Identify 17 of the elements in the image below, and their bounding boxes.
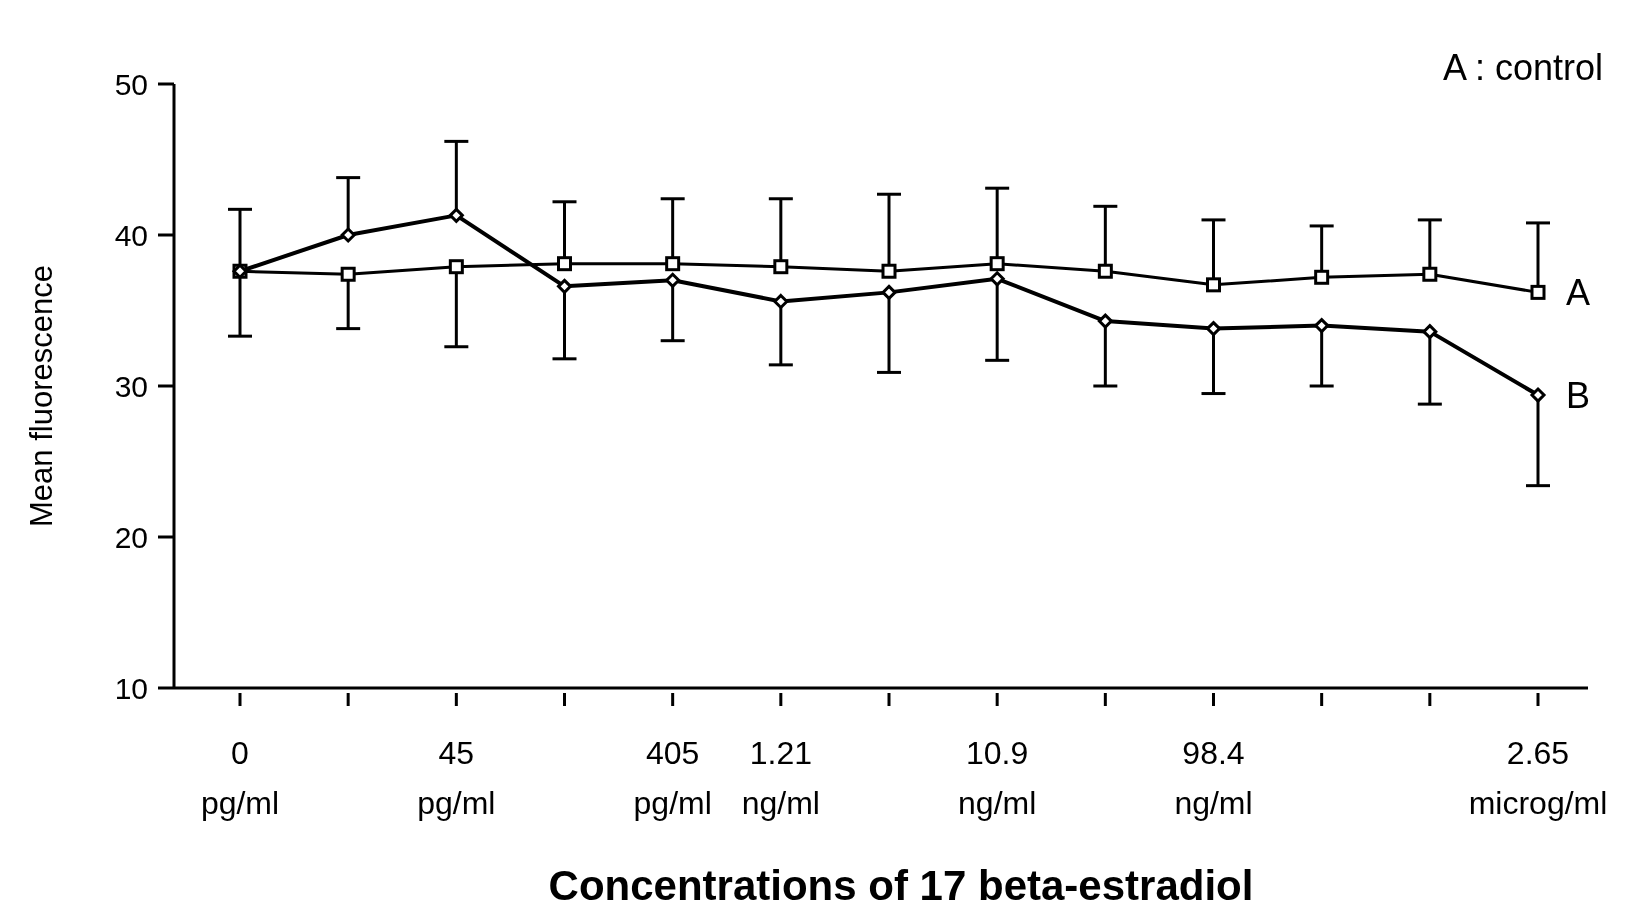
y-axis-title: Mean fluorescence bbox=[24, 265, 59, 527]
x-tick-label: 2.65 microg/ml bbox=[1468, 735, 1608, 821]
y-tick-label: 40 bbox=[114, 219, 148, 252]
y-tick-label: 30 bbox=[114, 370, 148, 403]
y-tick-label: 10 bbox=[114, 672, 148, 705]
series-label: B bbox=[1566, 375, 1591, 417]
y-tick-label: 20 bbox=[114, 521, 148, 554]
x-axis-title: Concentrations of 17 beta-estradiol bbox=[548, 862, 1254, 909]
y-tick-label: 50 bbox=[114, 68, 148, 101]
x-tick-label: 405 pg/ml bbox=[633, 735, 712, 821]
x-tick-label: 10.9 ng/ml bbox=[958, 735, 1037, 821]
annotation: A : control bbox=[1442, 47, 1603, 88]
series-label: A bbox=[1566, 272, 1591, 314]
x-tick-label: 45 pg/ml bbox=[417, 735, 496, 821]
x-tick-label: 98.4 ng/ml bbox=[1174, 735, 1253, 821]
x-tick-label: 1.21 ng/ml bbox=[741, 735, 820, 821]
x-tick-label: 0 pg/ml bbox=[200, 735, 280, 821]
